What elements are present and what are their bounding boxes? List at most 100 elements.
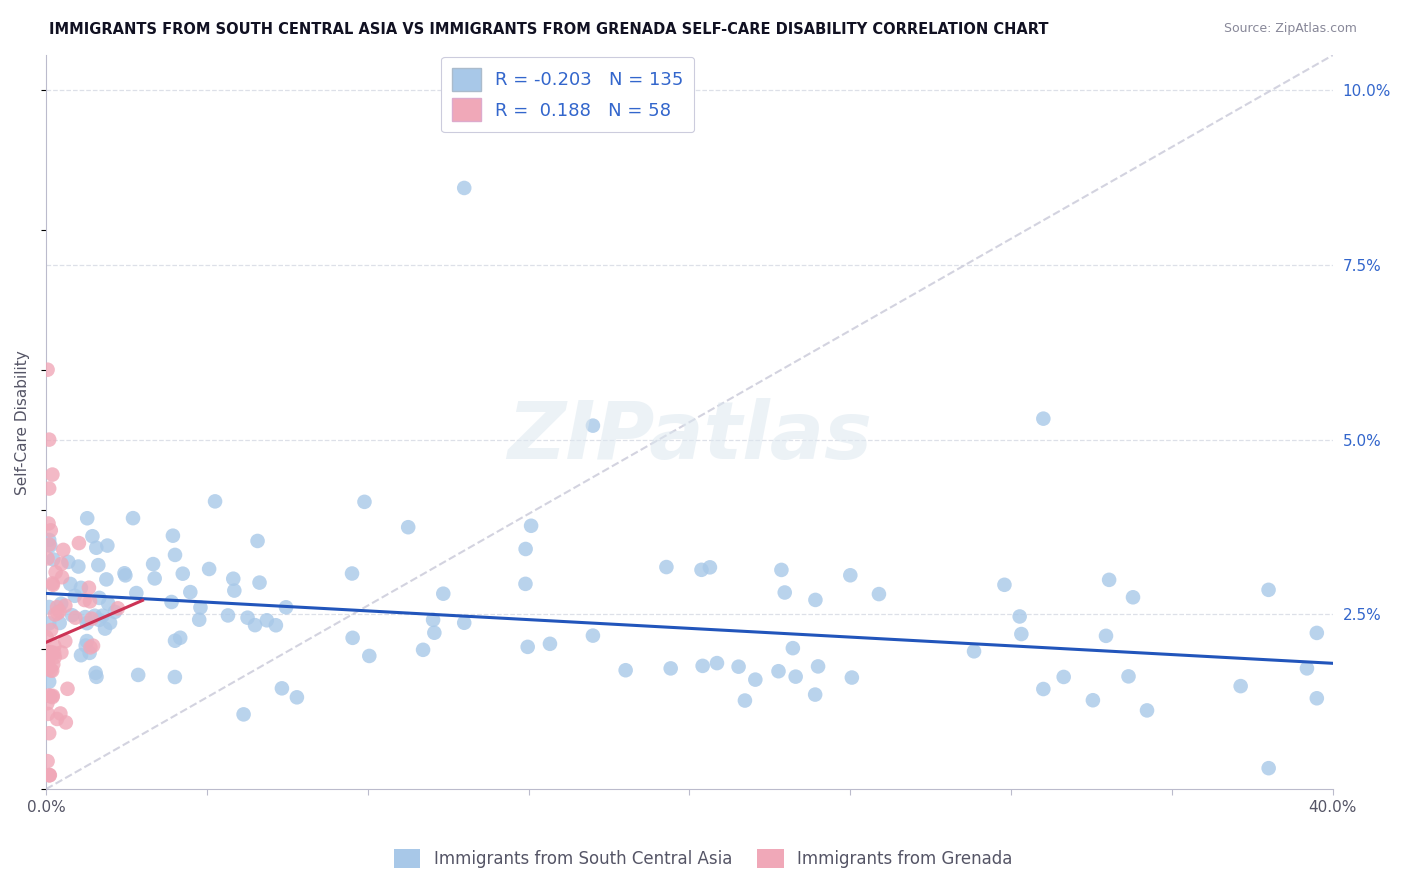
Point <box>782 641 804 656</box>
Point <box>1122 591 1144 605</box>
Point <box>1010 627 1032 641</box>
Point <box>122 511 145 525</box>
Point <box>515 541 537 556</box>
Point <box>190 600 212 615</box>
Point <box>1229 679 1251 693</box>
Point <box>96 573 118 587</box>
Point <box>70 648 93 663</box>
Point <box>38 482 60 496</box>
Point <box>359 648 381 663</box>
Point <box>41 576 63 591</box>
Point <box>104 605 127 619</box>
Point <box>163 670 186 684</box>
Point <box>38 768 60 782</box>
Point <box>744 673 766 687</box>
Point <box>841 671 863 685</box>
Legend: Immigrants from South Central Asia, Immigrants from Grenada: Immigrants from South Central Asia, Immi… <box>387 842 1019 875</box>
Point <box>963 644 986 658</box>
Point <box>38 600 60 615</box>
Point <box>804 593 827 607</box>
Point <box>45 566 67 580</box>
Point <box>1296 661 1319 675</box>
Point <box>256 613 278 627</box>
Point <box>38 516 60 531</box>
Point <box>83 608 105 623</box>
Point <box>41 467 63 482</box>
Point <box>42 578 65 592</box>
Point <box>160 595 183 609</box>
Point <box>1081 693 1104 707</box>
Point <box>659 661 682 675</box>
Point <box>1306 691 1329 706</box>
Point <box>38 533 60 547</box>
Point <box>46 606 69 620</box>
Point <box>39 623 62 637</box>
Point <box>82 529 104 543</box>
Point <box>37 551 59 566</box>
Point <box>1032 411 1054 425</box>
Point <box>582 418 605 433</box>
Point <box>76 616 98 631</box>
Point <box>46 600 69 615</box>
Point <box>432 587 454 601</box>
Point <box>217 608 239 623</box>
Point <box>48 615 70 630</box>
Point <box>79 594 101 608</box>
Point <box>38 674 60 689</box>
Point <box>785 670 807 684</box>
Point <box>53 634 76 648</box>
Point <box>1008 609 1031 624</box>
Point <box>1118 669 1140 683</box>
Point <box>48 604 70 618</box>
Point <box>770 563 793 577</box>
Point <box>41 664 63 678</box>
Point <box>1053 670 1076 684</box>
Point <box>232 707 254 722</box>
Point <box>412 643 434 657</box>
Point <box>353 495 375 509</box>
Point <box>38 537 60 551</box>
Point <box>39 645 62 659</box>
Point <box>75 610 97 624</box>
Point <box>39 524 62 538</box>
Point <box>63 589 86 603</box>
Point <box>163 548 186 562</box>
Point <box>79 640 101 655</box>
Point <box>86 670 108 684</box>
Point <box>44 607 66 622</box>
Point <box>773 585 796 599</box>
Legend: R = -0.203   N = 135, R =  0.188   N = 58: R = -0.203 N = 135, R = 0.188 N = 58 <box>441 57 695 132</box>
Point <box>53 599 76 613</box>
Point <box>75 639 97 653</box>
Point <box>98 615 121 630</box>
Point <box>37 706 59 721</box>
Point <box>520 518 543 533</box>
Point <box>198 562 221 576</box>
Point <box>706 656 728 670</box>
Point <box>76 634 98 648</box>
Point <box>690 563 713 577</box>
Point <box>423 625 446 640</box>
Point <box>692 658 714 673</box>
Point <box>768 664 790 678</box>
Point <box>51 570 73 584</box>
Point <box>804 688 827 702</box>
Point <box>58 555 80 569</box>
Point <box>422 613 444 627</box>
Point <box>41 690 63 705</box>
Point <box>80 612 103 626</box>
Point <box>49 706 72 721</box>
Point <box>274 600 297 615</box>
Point <box>84 665 107 680</box>
Point <box>84 541 107 555</box>
Point <box>70 581 93 595</box>
Point <box>127 668 149 682</box>
Point <box>44 650 66 665</box>
Point <box>42 552 65 566</box>
Point <box>35 644 58 658</box>
Point <box>77 581 100 595</box>
Point <box>655 560 678 574</box>
Point <box>734 693 756 707</box>
Point <box>1257 582 1279 597</box>
Point <box>52 542 75 557</box>
